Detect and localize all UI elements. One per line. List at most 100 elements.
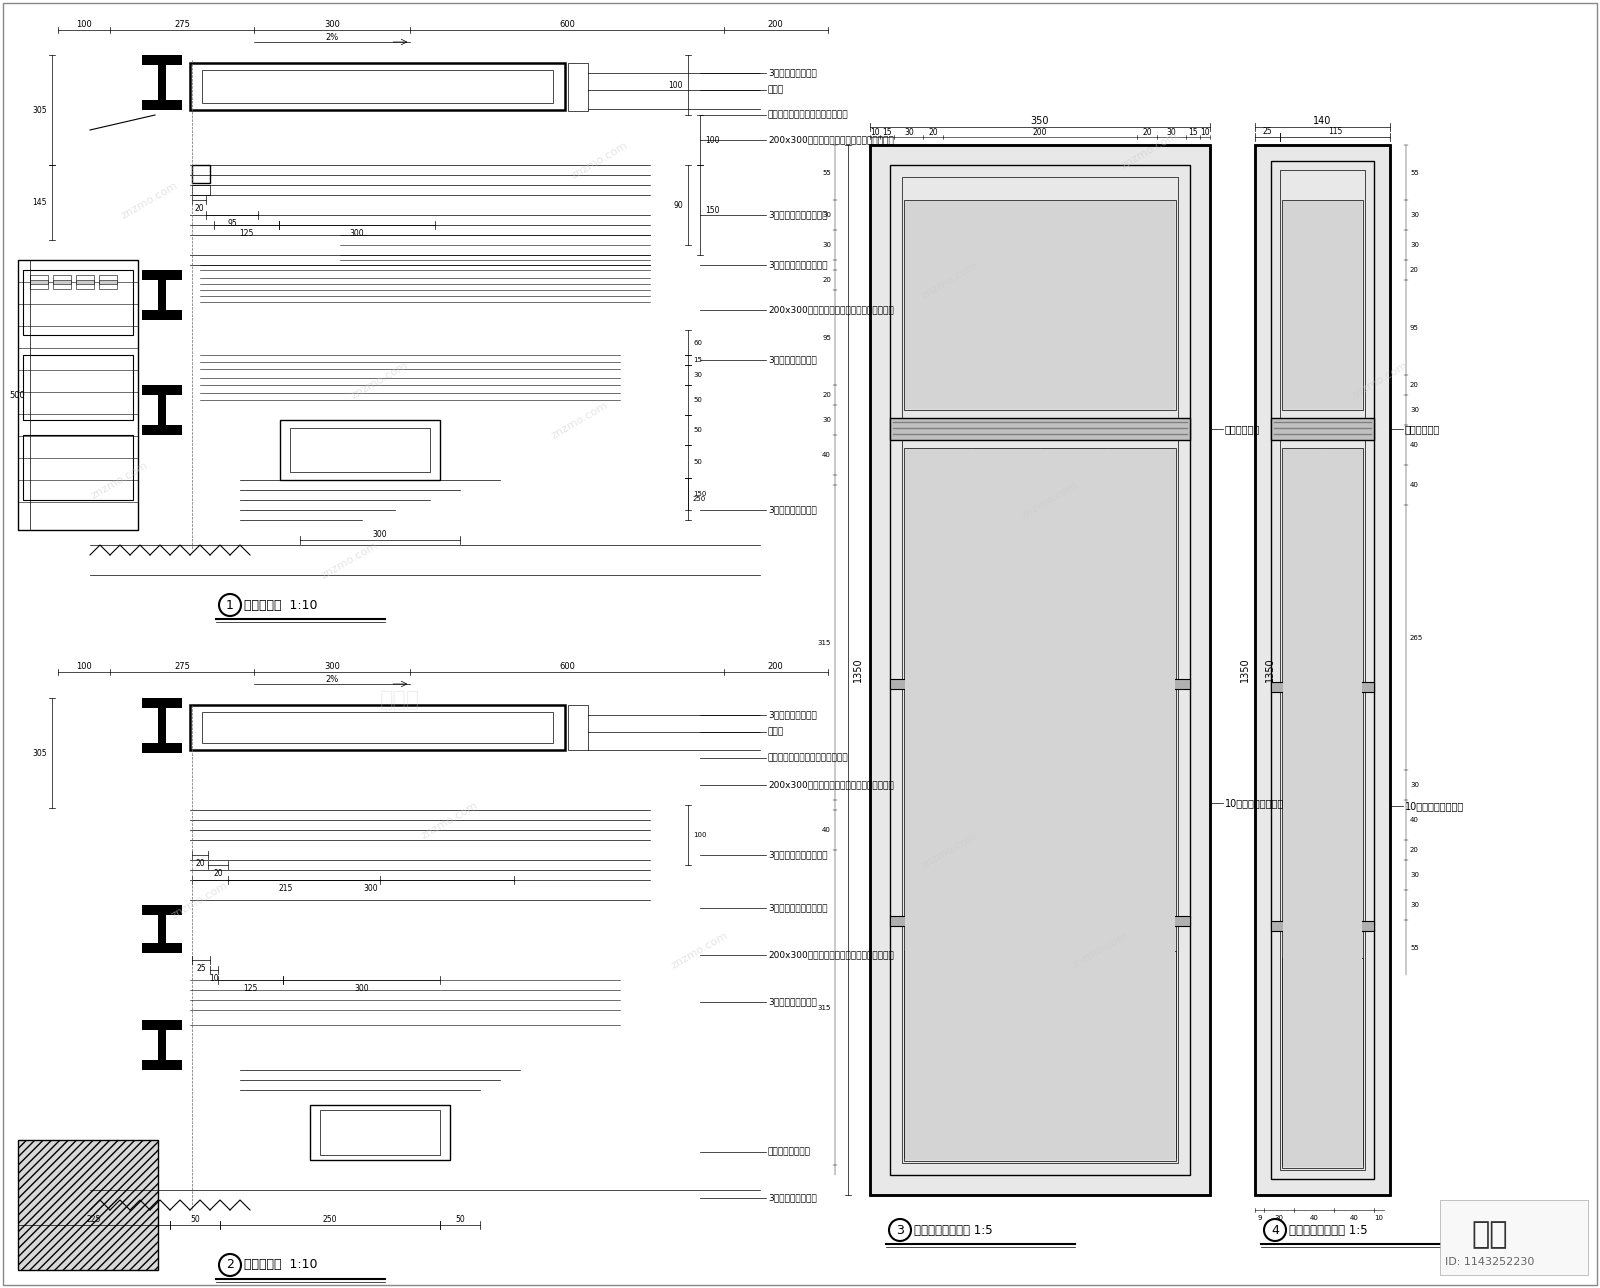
Bar [912,1077,1168,1088]
Bar [310,1105,450,1160]
Bar [870,146,1210,1195]
Text: 40: 40 [1410,482,1419,488]
Bar [1282,200,1363,410]
Bar [904,448,1176,1158]
Bar [1254,146,1390,1195]
Bar [1286,1048,1358,1060]
Bar [1254,146,1390,1195]
Text: 305: 305 [32,748,46,757]
Text: 200x300方钢主梁，钢结构厂家二次深化设计: 200x300方钢主梁，钢结构厂家二次深化设计 [768,781,894,790]
Text: 3厚铝板，仿铜处理: 3厚铝板，仿铜处理 [768,711,816,720]
Text: 25: 25 [197,963,206,972]
Text: 125: 125 [240,228,254,237]
Bar [1286,218,1358,231]
Text: 95: 95 [1410,325,1419,331]
Bar [1286,976,1358,988]
Text: znzmo.com: znzmo.com [570,140,630,180]
Text: 特色壁灯侧立面图 1:5: 特色壁灯侧立面图 1:5 [1290,1224,1368,1236]
Bar [99,276,117,289]
Text: 节点详图二  1:10: 节点详图二 1:10 [243,1258,317,1271]
Text: 2: 2 [226,1258,234,1271]
Bar [142,270,182,279]
Text: znzmo.com: znzmo.com [1120,130,1181,170]
Text: 40: 40 [1309,1215,1318,1221]
Text: 305: 305 [32,106,46,115]
Text: 100: 100 [77,662,91,671]
Bar [912,362,1168,374]
Text: 50: 50 [190,1215,200,1224]
Text: 200: 200 [768,662,784,671]
Bar [18,1140,158,1270]
Text: 3厚铝管拼花，仿铜处理: 3厚铝管拼花，仿铜处理 [768,903,827,912]
Text: 20: 20 [1410,267,1419,273]
Bar [202,712,554,743]
Text: 95: 95 [822,335,830,340]
Bar [142,55,182,64]
Text: 30: 30 [822,242,830,249]
Text: 100: 100 [693,832,707,838]
Text: znzmo.com: znzmo.com [90,460,150,500]
Bar [1258,147,1389,1193]
Bar [1286,254,1358,267]
Bar [890,165,1190,1175]
Bar [30,279,48,283]
Bar [53,279,70,283]
Text: 30: 30 [1410,407,1419,413]
Bar [568,705,589,750]
Text: 200x300方钢主梁，钢结构厂家二次深化设计: 200x300方钢主梁，钢结构厂家二次深化设计 [768,135,894,144]
Text: 30: 30 [1410,242,1419,249]
Bar [192,185,210,194]
Bar [190,63,565,109]
Text: 知末: 知末 [1472,1221,1509,1249]
Bar [1280,170,1365,1170]
Text: znzmo.com: znzmo.com [419,800,480,840]
Text: 特色壁灯正立面图 1:5: 特色壁灯正立面图 1:5 [914,1224,992,1236]
Bar [142,100,182,109]
Bar [142,1060,182,1070]
Text: 15: 15 [693,357,702,363]
Bar [290,428,430,471]
Text: 30: 30 [904,128,914,137]
Text: 55: 55 [822,170,830,175]
Bar [158,708,166,743]
Bar [142,425,182,435]
Bar [1286,362,1358,374]
Text: 30: 30 [1410,902,1419,908]
Bar [142,698,182,708]
Text: 10厘米黄色云石灯罩: 10厘米黄色云石灯罩 [1405,801,1464,811]
Text: 315: 315 [818,640,830,645]
Bar [870,146,1210,1195]
Text: 20: 20 [822,277,830,283]
Text: 275: 275 [174,662,190,671]
Bar [77,279,94,283]
Text: 60: 60 [693,340,702,345]
Bar [142,1020,182,1030]
Bar [53,276,70,289]
Text: 350: 350 [1030,116,1050,126]
Text: 200x300方钢主梁，钢结构厂家二次深化设计: 200x300方钢主梁，钢结构厂家二次深化设计 [768,305,894,314]
Text: 150: 150 [706,206,720,215]
Bar [904,951,1176,1160]
Text: 50: 50 [454,1215,466,1224]
Text: 150: 150 [693,491,706,497]
Bar [906,201,1174,410]
Text: 知末网: 知末网 [379,690,421,710]
Bar [22,355,133,420]
Text: 200x300方钢主梁，钢结构厂家二次深化设计: 200x300方钢主梁，钢结构厂家二次深化设计 [768,951,894,960]
Text: 20: 20 [1142,128,1152,137]
Text: 300: 300 [354,984,370,993]
Text: 30: 30 [1166,128,1176,137]
Bar [890,916,1190,926]
Text: 20: 20 [822,392,830,398]
Text: znzmo.com: znzmo.com [1070,930,1130,970]
Bar [77,276,94,289]
Text: 15: 15 [1189,128,1198,137]
Text: 30: 30 [693,372,702,377]
Bar [192,165,210,183]
Text: 不锈钢镀铜板: 不锈钢镀铜板 [1405,424,1440,434]
Bar [1283,201,1362,410]
Text: 20: 20 [213,868,222,877]
Text: 300: 300 [325,662,339,671]
Text: 30: 30 [1410,782,1419,788]
Bar [1286,326,1358,337]
